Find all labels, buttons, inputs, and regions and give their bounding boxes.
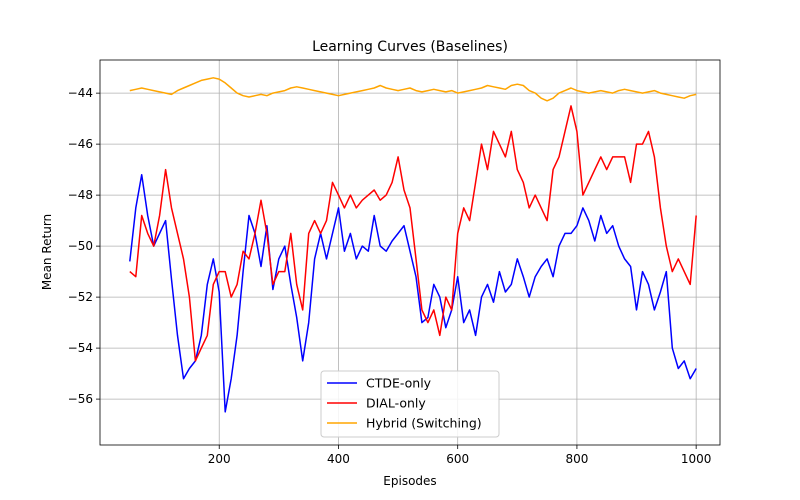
y-tick-label: −52 <box>68 290 93 304</box>
x-axis-label: Episodes <box>383 474 436 488</box>
x-tick-label: 400 <box>327 452 350 466</box>
series-lines <box>129 77 697 413</box>
legend-label-dial-only: DIAL-only <box>366 396 426 411</box>
x-tick-label: 1000 <box>681 452 712 466</box>
axis-ticks: 200 400 600 800 1000 −56 −54 −52 −50 −48 −46 −44 <box>68 86 712 466</box>
y-tick-label: −50 <box>68 239 93 253</box>
y-tick-label: −44 <box>68 86 93 100</box>
y-tick-label: −54 <box>68 341 93 355</box>
legend-label-hybrid-switching: Hybrid (Switching) <box>366 416 482 431</box>
x-tick-label: 800 <box>565 452 588 466</box>
y-tick-label: −46 <box>68 137 93 151</box>
chart-title: Learning Curves (Baselines) <box>312 39 508 55</box>
legend-box <box>320 370 500 438</box>
y-tick-label: −48 <box>68 188 93 202</box>
x-tick-label: 600 <box>446 452 469 466</box>
legend: CTDE-only DIAL-only Hybrid (Switching) <box>320 370 500 438</box>
x-tick-label: 200 <box>208 452 231 466</box>
series-line-hybrid-switching <box>129 77 697 102</box>
series-line-dial-only <box>129 105 697 362</box>
y-tick-label: −56 <box>68 392 93 406</box>
plot-frame <box>99 59 721 446</box>
series-line-ctde-only <box>129 173 697 413</box>
y-axis-label: Mean Return <box>40 214 54 290</box>
legend-label-ctde-only: CTDE-only <box>366 376 432 391</box>
